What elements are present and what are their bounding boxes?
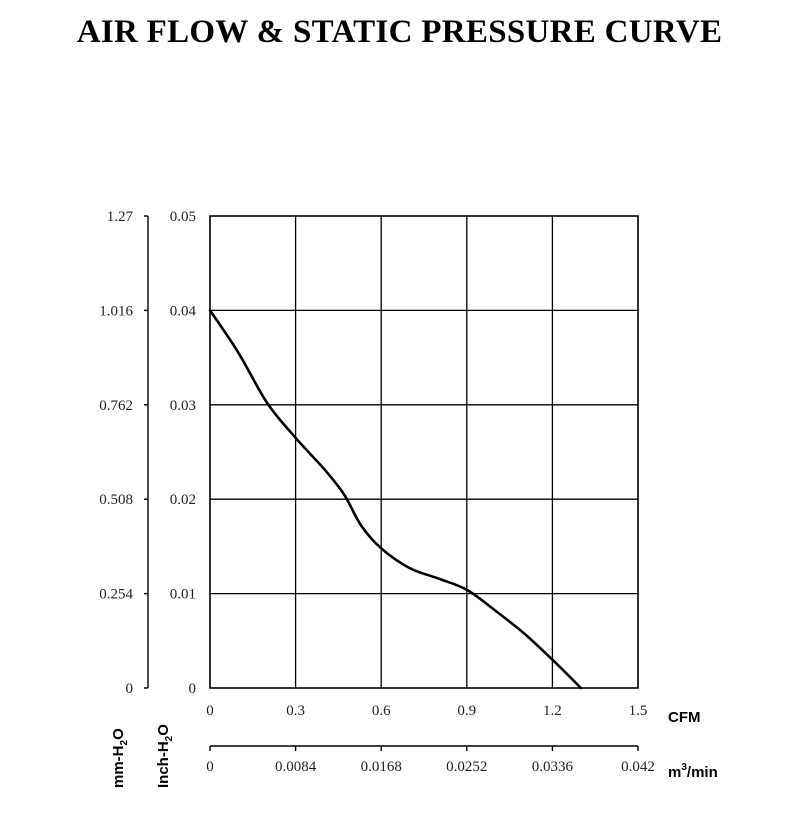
m3min-tick-label: 0.0168 bbox=[361, 759, 402, 775]
m3min-label-base: m bbox=[668, 764, 681, 781]
tick-labels: 0 0.254 0.508 0.762 1.016 1.27 0 0.01 0.02 0.03 0.… bbox=[99, 209, 655, 775]
mm-h2o-axis-label: mm-H2O bbox=[110, 728, 130, 788]
inch-h2o-axis-label: Inch-H2O bbox=[155, 724, 175, 788]
inch-tick-label: 0.02 bbox=[170, 492, 196, 508]
m3min-tick-label: 0.0336 bbox=[532, 759, 574, 775]
chart-title: AIR FLOW & STATIC PRESSURE CURVE bbox=[76, 14, 723, 50]
m3min-label-tail: /min bbox=[687, 764, 718, 781]
mm-label-tail: O bbox=[110, 728, 127, 740]
plot-frame bbox=[209, 215, 639, 689]
mm-tick-label: 0.254 bbox=[99, 587, 133, 603]
inch-label-base: Inch-H bbox=[155, 741, 172, 788]
m3min-tick-label: 0.0084 bbox=[275, 759, 317, 775]
mm-tick-label: 0.508 bbox=[99, 492, 133, 508]
inch-tick-label: 0 bbox=[189, 681, 197, 697]
axes bbox=[144, 215, 639, 751]
mm-tick-label: 0 bbox=[126, 681, 134, 697]
mm-tick-label: 0.762 bbox=[99, 398, 133, 414]
mm-tick-label: 1.016 bbox=[99, 303, 133, 319]
inch-tick-label: 0.01 bbox=[170, 587, 196, 603]
cfm-tick-label: 0 bbox=[206, 703, 214, 719]
cfm-tick-label: 0.9 bbox=[457, 703, 476, 719]
inch-label-tail: O bbox=[155, 724, 172, 736]
inch-tick-label: 0.04 bbox=[170, 303, 197, 319]
inch-tick-label: 0.03 bbox=[170, 398, 196, 414]
cfm-axis-label: CFM bbox=[668, 709, 701, 726]
inch-tick-label: 0.05 bbox=[170, 209, 196, 225]
inch-label-sub: 2 bbox=[164, 735, 175, 741]
grid bbox=[210, 216, 638, 688]
static-pressure-curve bbox=[208, 309, 583, 690]
cfm-tick-label: 0.3 bbox=[286, 703, 305, 719]
mm-tick-label: 1.27 bbox=[107, 209, 134, 225]
m3min-tick-label: 0 bbox=[206, 759, 214, 775]
m3min-tick-label: 0.0252 bbox=[446, 759, 487, 775]
mm-label-sub: 2 bbox=[119, 739, 130, 745]
m3min-label-sup: 3 bbox=[681, 762, 687, 773]
cfm-tick-label: 1.2 bbox=[543, 703, 562, 719]
m3min-tick-label: 0.042 bbox=[621, 759, 655, 775]
m3min-axis-label: m3/min bbox=[668, 762, 718, 781]
cfm-tick-label: 1.5 bbox=[629, 703, 648, 719]
mm-label-base: mm-H bbox=[110, 745, 127, 788]
cfm-tick-label: 0.6 bbox=[372, 703, 391, 719]
